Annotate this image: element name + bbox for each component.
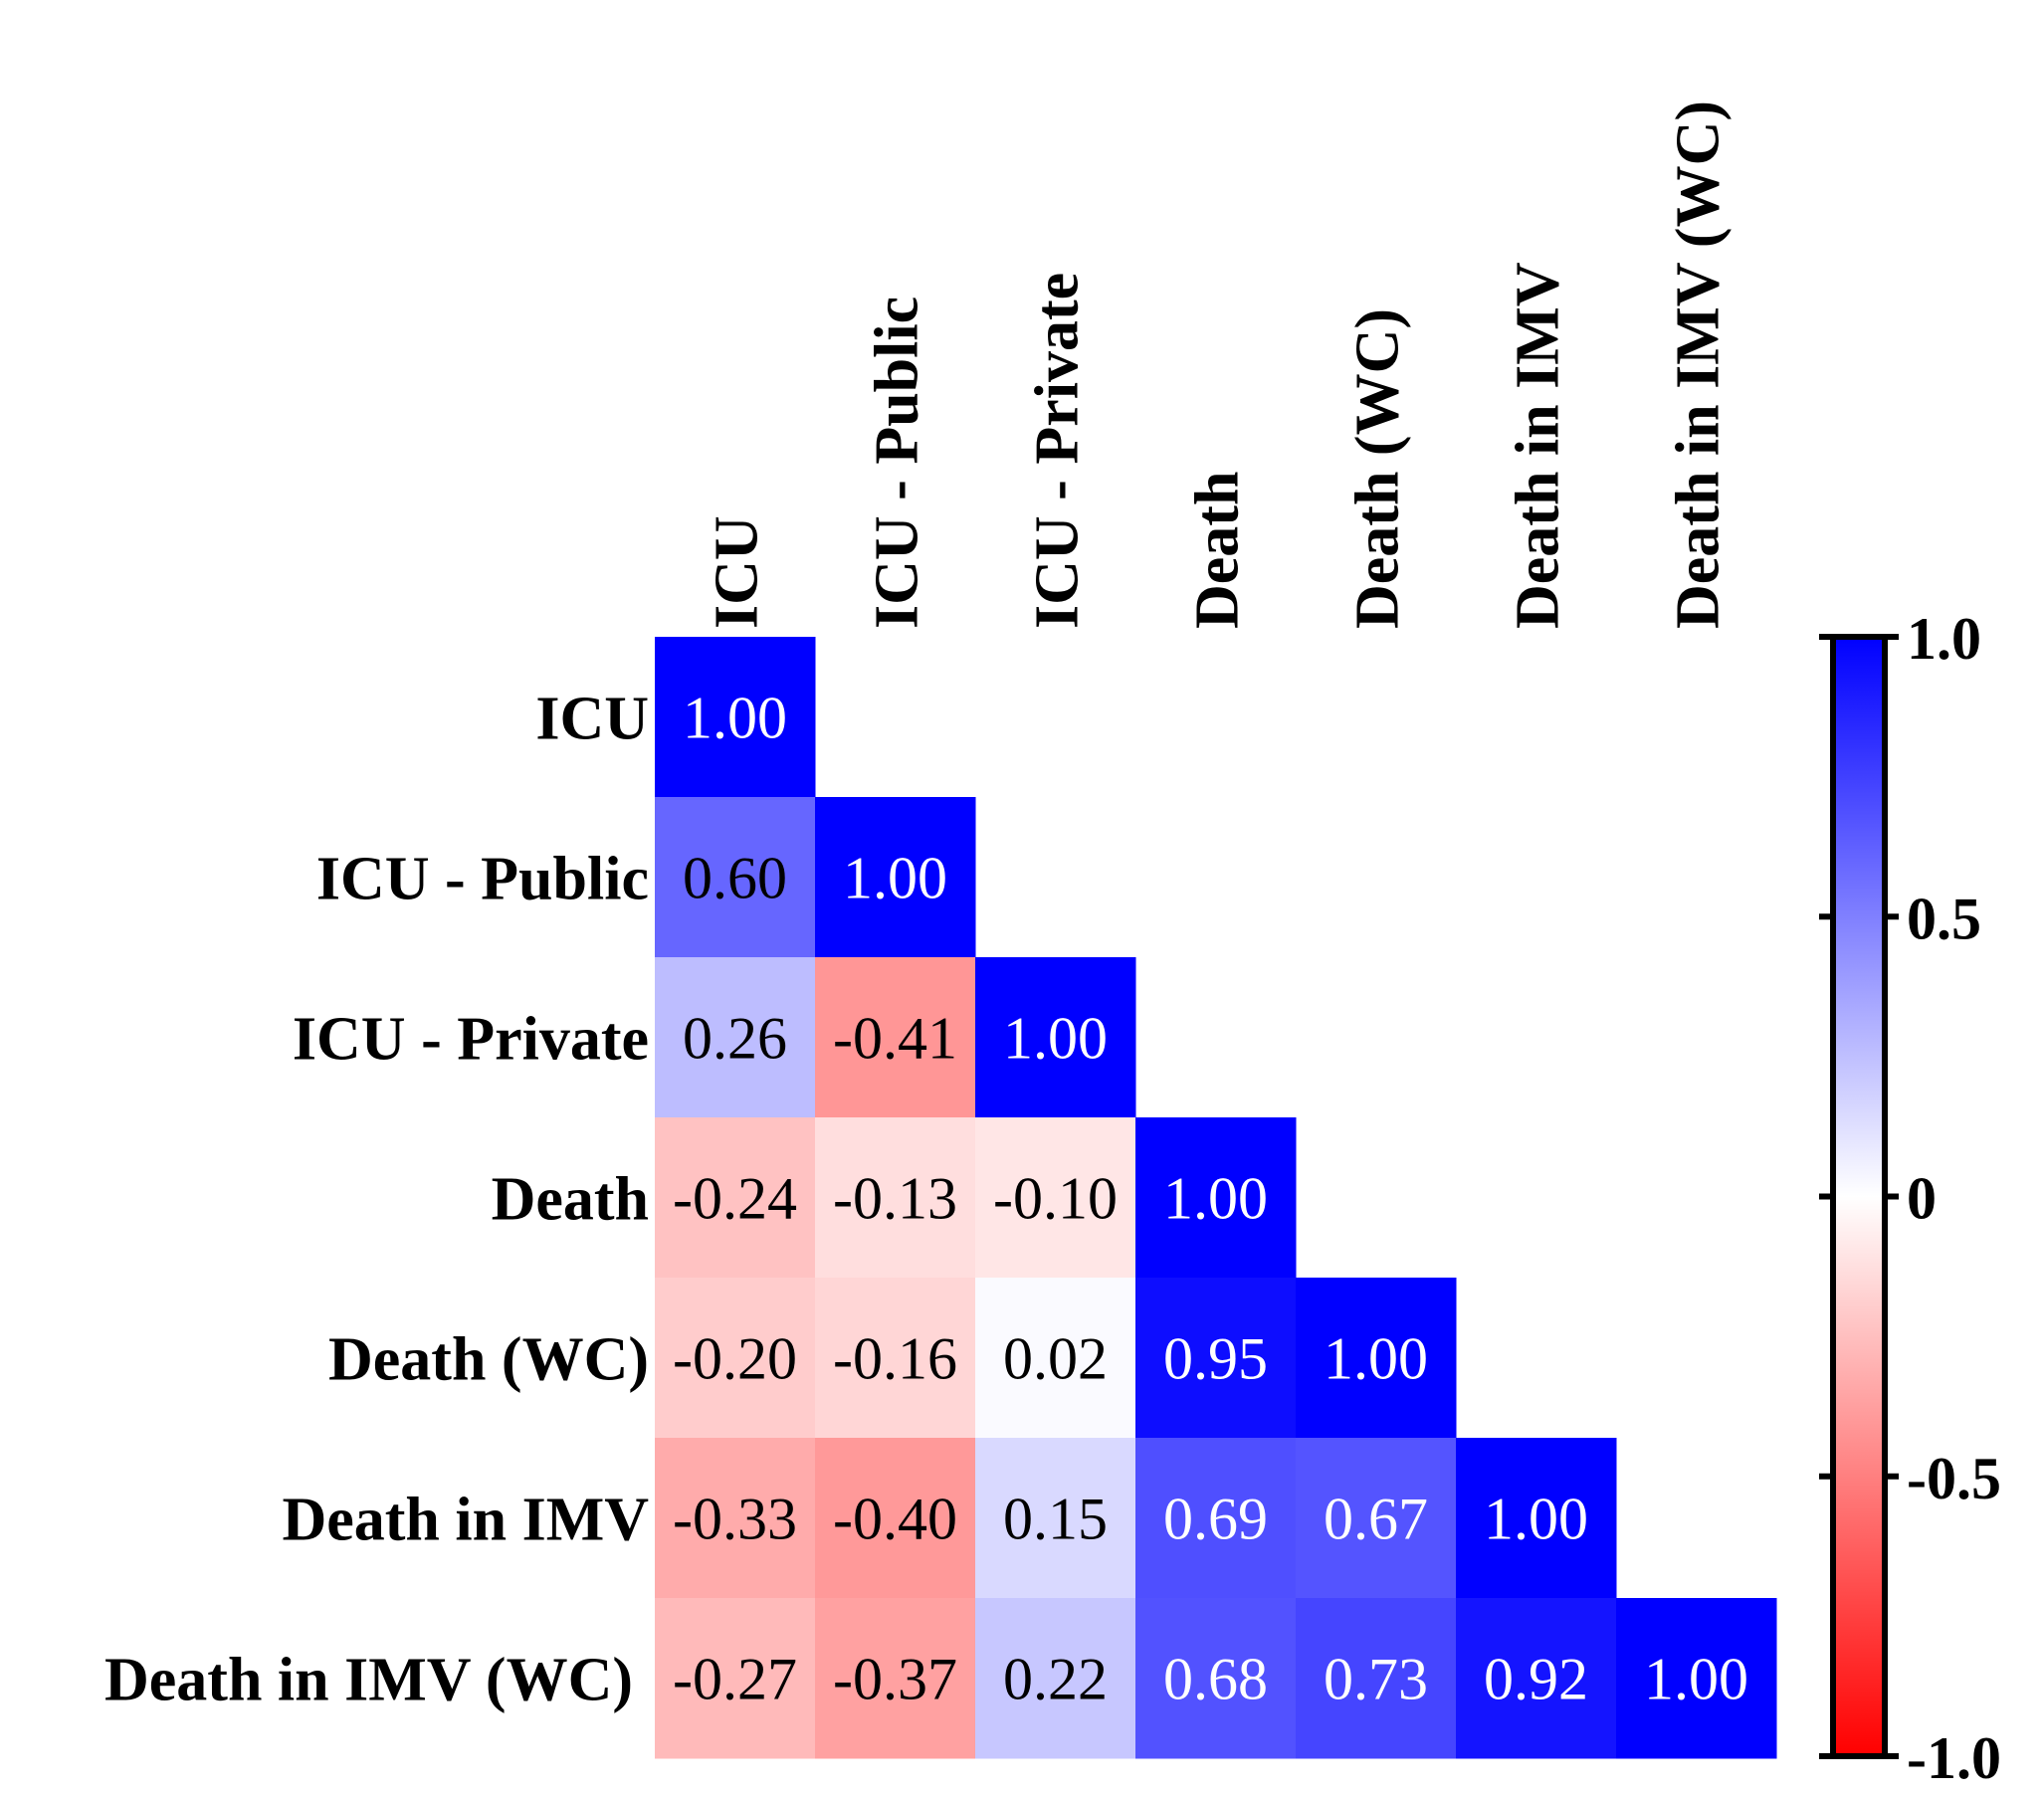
cell-value-label: -0.37 (833, 1647, 957, 1712)
colorbar-tick-label: -0.5 (1907, 1446, 2001, 1511)
colorbar-tick-label: -1.0 (1907, 1725, 2001, 1791)
heatmap-cell-icu-x-icu (655, 637, 816, 798)
row-labels: ICU ICU - Public ICU - Private Death Death (… (104, 686, 649, 1714)
heatmap-cells: 1.00 0.60 1.00 0.26 -0.41 1.00 -0.24 -0.13 -0.10… (655, 637, 1777, 1759)
row-label-icu: ICU (535, 686, 649, 753)
colorbar-tick-label: 0.5 (1907, 886, 1981, 951)
heatmap-cell-death-in-imv-wc-x-icu-public (815, 1598, 976, 1759)
row-label-icu-public: ICU - Public (316, 846, 649, 913)
row-label-death-in-imv-wc: Death in IMV (WC) (104, 1647, 633, 1714)
colorbar: 1.0 0.5 0 -0.5 -1.0 (1819, 606, 2001, 1791)
cell-value-label: -0.13 (833, 1166, 957, 1232)
heatmap-cell-death-in-imv-wc-x-icu (655, 1598, 816, 1759)
cell-value-label: 0.68 (1163, 1647, 1268, 1712)
heatmap-cell-death-wc-x-death-wc (1296, 1278, 1457, 1439)
heatmap-cell-death-x-icu-public (815, 1117, 976, 1279)
cell-value-label: 1.00 (1324, 1326, 1428, 1392)
heatmap-cell-icu-public-x-icu (655, 797, 816, 958)
heatmap-cell-death-in-imv-wc-x-death-wc (1296, 1598, 1457, 1759)
column-label-death-in-imv: Death in IMV (1505, 262, 1572, 629)
heatmap-cell-death-in-imv-wc-x-icu-private (975, 1598, 1136, 1759)
heatmap-cell-death-x-icu (655, 1117, 816, 1279)
column-label-icu: ICU (704, 515, 771, 629)
colorbar-tick-label: 0 (1907, 1166, 1937, 1232)
row-label-death-in-imv: Death in IMV (282, 1487, 649, 1554)
heatmap-cell-death-in-imv-x-icu (655, 1438, 816, 1599)
cell-value-label: 0.22 (1003, 1647, 1108, 1712)
cell-value-label: 1.00 (1644, 1647, 1748, 1712)
heatmap-cell-death-x-death (1135, 1117, 1297, 1279)
cell-value-label: -0.41 (833, 1006, 957, 1072)
colorbar-tick-label: 1.0 (1907, 606, 1981, 672)
heatmap-cell-death-in-imv-x-icu-private (975, 1438, 1136, 1599)
heatmap-cell-death-wc-x-icu-public (815, 1278, 976, 1439)
heatmap-cell-icu-private-x-icu (655, 957, 816, 1118)
cell-value-label: 1.00 (1003, 1006, 1108, 1072)
column-label-death-wc: Death (WC) (1344, 308, 1412, 629)
cell-value-label: -0.40 (833, 1487, 957, 1552)
cell-value-label: 0.92 (1484, 1647, 1588, 1712)
heatmap-cell-death-wc-x-death (1135, 1278, 1297, 1439)
heatmap-cell-death-x-icu-private (975, 1117, 1136, 1279)
cell-value-label: -0.20 (673, 1326, 797, 1392)
colorbar-gradient (1830, 634, 1888, 1759)
cell-value-label: 0.02 (1003, 1326, 1108, 1392)
heatmap-cell-icu-private-x-icu-public (815, 957, 976, 1118)
column-label-icu-private: ICU - Private (1024, 273, 1092, 629)
cell-value-label: -0.10 (993, 1166, 1118, 1232)
column-label-death: Death (1184, 472, 1252, 629)
cell-value-label: 1.00 (843, 846, 947, 911)
cell-value-label: -0.33 (673, 1487, 797, 1552)
cell-value-label: -0.27 (673, 1647, 797, 1712)
heatmap-cell-death-in-imv-wc-x-death (1135, 1598, 1297, 1759)
heatmap-cell-death-in-imv-x-death (1135, 1438, 1297, 1599)
cell-value-label: 1.00 (1484, 1487, 1588, 1552)
heatmap-cell-death-in-imv-wc-x-death-in-imv-wc (1616, 1598, 1777, 1759)
heatmap-cell-death-in-imv-x-icu-public (815, 1438, 976, 1599)
cell-value-label: 1.00 (1163, 1166, 1268, 1232)
heatmap-cell-death-in-imv-x-death-wc (1296, 1438, 1457, 1599)
cell-value-label: 0.26 (683, 1006, 787, 1072)
cell-value-label: 0.15 (1003, 1487, 1108, 1552)
column-label-icu-public: ICU - Public (864, 297, 931, 629)
row-label-death-wc: Death (WC) (328, 1326, 649, 1394)
row-label-icu-private: ICU - Private (293, 1006, 649, 1074)
cell-value-label: 0.60 (683, 846, 787, 911)
row-label-death: Death (492, 1166, 649, 1234)
heatmap-cell-death-in-imv-x-death-in-imv (1456, 1438, 1617, 1599)
column-label-death-in-imv-wc: Death in IMV (WC) (1665, 100, 1733, 629)
column-labels: ICU ICU - Public ICU - Private Death Death (… (704, 100, 1733, 629)
cell-value-label: 0.67 (1324, 1487, 1428, 1552)
cell-value-label: -0.16 (833, 1326, 957, 1392)
heatmap-cell-death-wc-x-icu (655, 1278, 816, 1439)
heatmap-cell-death-in-imv-wc-x-death-in-imv (1456, 1598, 1617, 1759)
heatmap-cell-death-wc-x-icu-private (975, 1278, 1136, 1439)
cell-value-label: 0.73 (1324, 1647, 1428, 1712)
heatmap-cell-icu-public-x-icu-public (815, 797, 976, 958)
cell-value-label: 0.95 (1163, 1326, 1268, 1392)
cell-value-label: -0.24 (673, 1166, 797, 1232)
heatmap-cell-icu-private-x-icu-private (975, 957, 1136, 1118)
cell-value-label: 1.00 (683, 686, 787, 751)
cell-value-label: 0.69 (1163, 1487, 1268, 1552)
